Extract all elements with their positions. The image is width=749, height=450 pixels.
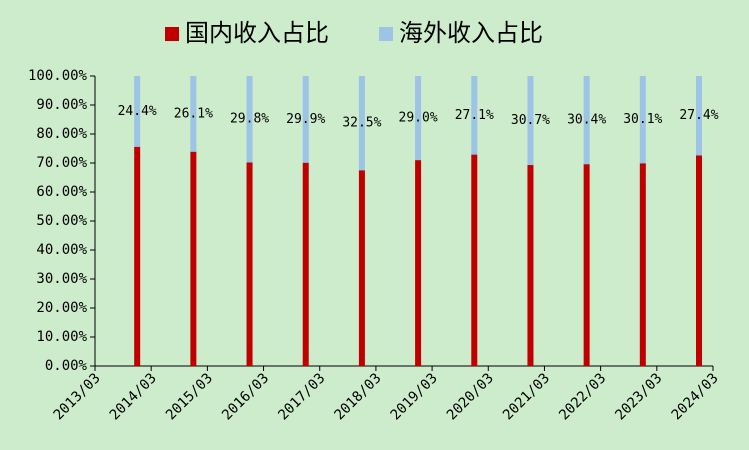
bar-segment bbox=[639, 76, 646, 164]
y-tick-label: 50.00% bbox=[36, 213, 87, 229]
x-tick-label: 2024/03 bbox=[669, 370, 722, 423]
bar-segment bbox=[302, 162, 309, 366]
bar-segment bbox=[583, 76, 590, 165]
bar-segment bbox=[583, 164, 590, 366]
legend-label: 国内收入占比 bbox=[185, 19, 329, 47]
legend-swatch bbox=[165, 27, 179, 41]
x-tick-label: 2023/03 bbox=[612, 370, 665, 423]
bar-segment bbox=[527, 76, 534, 166]
data-label: 24.4% bbox=[118, 104, 157, 119]
x-tick-label: 2022/03 bbox=[556, 370, 609, 423]
data-label: 30.4% bbox=[567, 113, 606, 128]
data-label: 30.1% bbox=[623, 112, 662, 127]
bar-segment bbox=[134, 76, 141, 147]
bar-segment bbox=[190, 76, 197, 152]
y-tick-label: 70.00% bbox=[36, 155, 87, 171]
bar-segment bbox=[246, 162, 253, 366]
x-tick-label: 2013/03 bbox=[51, 370, 104, 423]
y-tick-label: 0.00% bbox=[45, 358, 88, 374]
data-label: 26.1% bbox=[174, 106, 213, 121]
y-tick-label: 80.00% bbox=[36, 126, 87, 142]
data-label: 29.8% bbox=[230, 112, 269, 127]
y-tick-label: 60.00% bbox=[36, 184, 87, 200]
y-tick-label: 10.00% bbox=[36, 329, 87, 345]
bar-segment bbox=[302, 76, 309, 163]
y-tick-label: 100.00% bbox=[28, 68, 88, 84]
x-tick-label: 2021/03 bbox=[500, 370, 553, 423]
bar-segment bbox=[471, 76, 478, 155]
x-tick-label: 2020/03 bbox=[444, 370, 497, 423]
data-label: 29.9% bbox=[286, 112, 325, 127]
bar-segment bbox=[527, 165, 534, 366]
bar-segment bbox=[415, 76, 422, 161]
bar-segment bbox=[639, 163, 646, 366]
legend-swatch bbox=[379, 27, 393, 41]
x-tick-label: 2017/03 bbox=[275, 370, 328, 423]
x-tick-label: 2018/03 bbox=[332, 370, 385, 423]
bar-segment bbox=[471, 154, 478, 366]
x-tick-label: 2015/03 bbox=[163, 370, 216, 423]
y-tick-label: 30.00% bbox=[36, 271, 87, 287]
data-label: 27.4% bbox=[679, 108, 718, 123]
x-tick-label: 2016/03 bbox=[219, 370, 272, 423]
data-label: 30.7% bbox=[511, 113, 550, 128]
y-tick-label: 20.00% bbox=[36, 300, 87, 316]
x-tick-label: 2019/03 bbox=[388, 370, 441, 423]
bar-segment bbox=[134, 146, 141, 366]
data-label: 29.0% bbox=[399, 111, 438, 126]
legend-label: 海外收入占比 bbox=[399, 19, 543, 47]
bar-segment bbox=[415, 160, 422, 366]
bar-segment bbox=[190, 151, 197, 366]
bar-segment bbox=[246, 76, 253, 163]
y-tick-label: 40.00% bbox=[36, 242, 87, 258]
bar-segment bbox=[358, 170, 365, 366]
x-tick-label: 2014/03 bbox=[107, 370, 160, 423]
bar-segment bbox=[696, 155, 702, 366]
data-label: 27.1% bbox=[455, 108, 494, 123]
y-tick-label: 90.00% bbox=[36, 97, 87, 113]
bar-segment bbox=[358, 76, 365, 171]
data-label: 32.5% bbox=[342, 116, 381, 131]
bar-segment bbox=[696, 76, 702, 156]
